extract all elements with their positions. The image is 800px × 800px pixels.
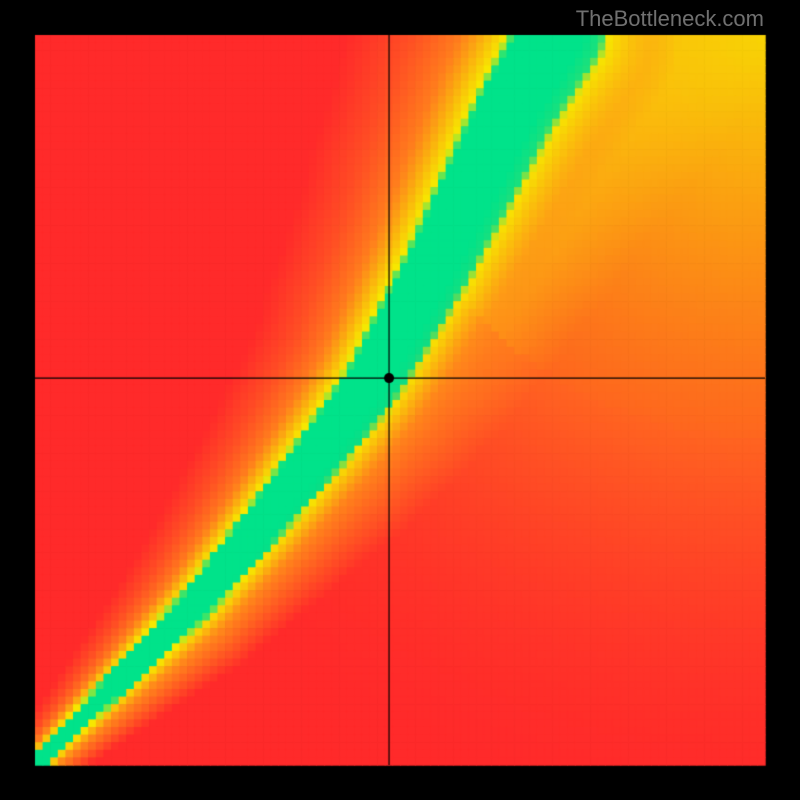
bottleneck-heatmap	[0, 0, 800, 800]
watermark-text: TheBottleneck.com	[576, 6, 764, 32]
chart-container: TheBottleneck.com	[0, 0, 800, 800]
